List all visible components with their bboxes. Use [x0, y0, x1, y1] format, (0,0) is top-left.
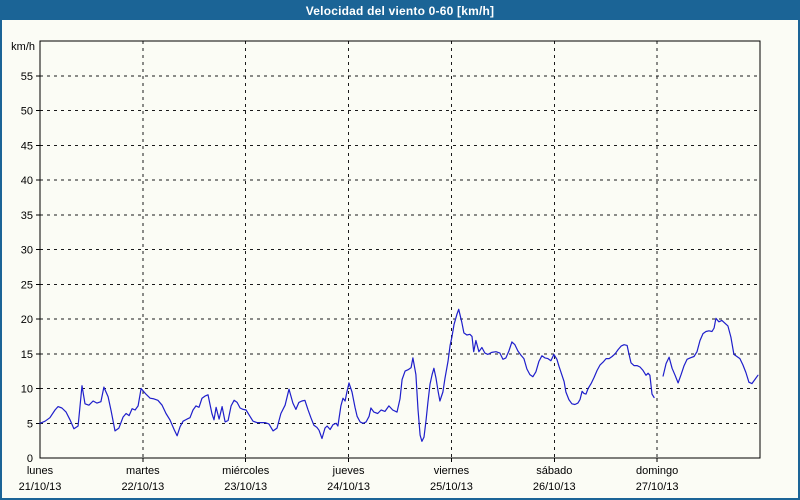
y-tick-label: 10 — [21, 384, 33, 396]
y-tick-label: 30 — [21, 245, 33, 257]
page-title: Velocidad del viento 0-60 [km/h] — [305, 4, 495, 18]
x-day-date-label: 26/10/13 — [533, 481, 576, 493]
y-axis-unit-label: km/h — [11, 41, 35, 53]
chart-area: 0 5 10 15 20 25 30 35 40 45 50 55 km/h lunes 21/10/13 m… — [2, 20, 798, 498]
x-day-date-label: 27/10/13 — [636, 481, 679, 493]
window-title-bar: Velocidad del viento 0-60 [km/h] — [2, 2, 798, 20]
y-tick-label: 5 — [27, 418, 33, 430]
x-day-date-label: 21/10/13 — [19, 481, 62, 493]
x-day-name-label: martes — [126, 465, 160, 477]
y-tick-label: 20 — [21, 314, 33, 326]
x-day-date-label: 23/10/13 — [224, 481, 267, 493]
x-day-name-label: viernes — [434, 465, 470, 477]
x-day-date-label: 22/10/13 — [121, 481, 164, 493]
y-tick-label: 55 — [21, 71, 33, 83]
x-day-name-label: domingo — [636, 465, 678, 477]
y-tick-label: 45 — [21, 140, 33, 152]
y-tick-label: 35 — [21, 210, 33, 222]
x-day-name-label: miércoles — [222, 465, 270, 477]
x-day-date-label: 24/10/13 — [327, 481, 370, 493]
x-day-name-label: jueves — [332, 465, 365, 477]
y-tick-label: 0 — [27, 453, 33, 465]
wind-speed-chart: 0 5 10 15 20 25 30 35 40 45 50 55 km/h lunes 21/10/13 m… — [11, 40, 761, 493]
x-day-name-label: sábado — [536, 465, 572, 477]
y-tick-label: 25 — [21, 279, 33, 291]
wind-speed-line — [39, 308, 655, 442]
wind-speed-line — [662, 317, 759, 385]
x-day-name-label: lunes — [27, 465, 54, 477]
y-tick-label: 50 — [21, 106, 33, 118]
x-day-date-label: 25/10/13 — [430, 481, 473, 493]
y-tick-label: 15 — [21, 349, 33, 361]
plot-frame — [39, 40, 761, 459]
y-tick-label: 40 — [21, 175, 33, 187]
